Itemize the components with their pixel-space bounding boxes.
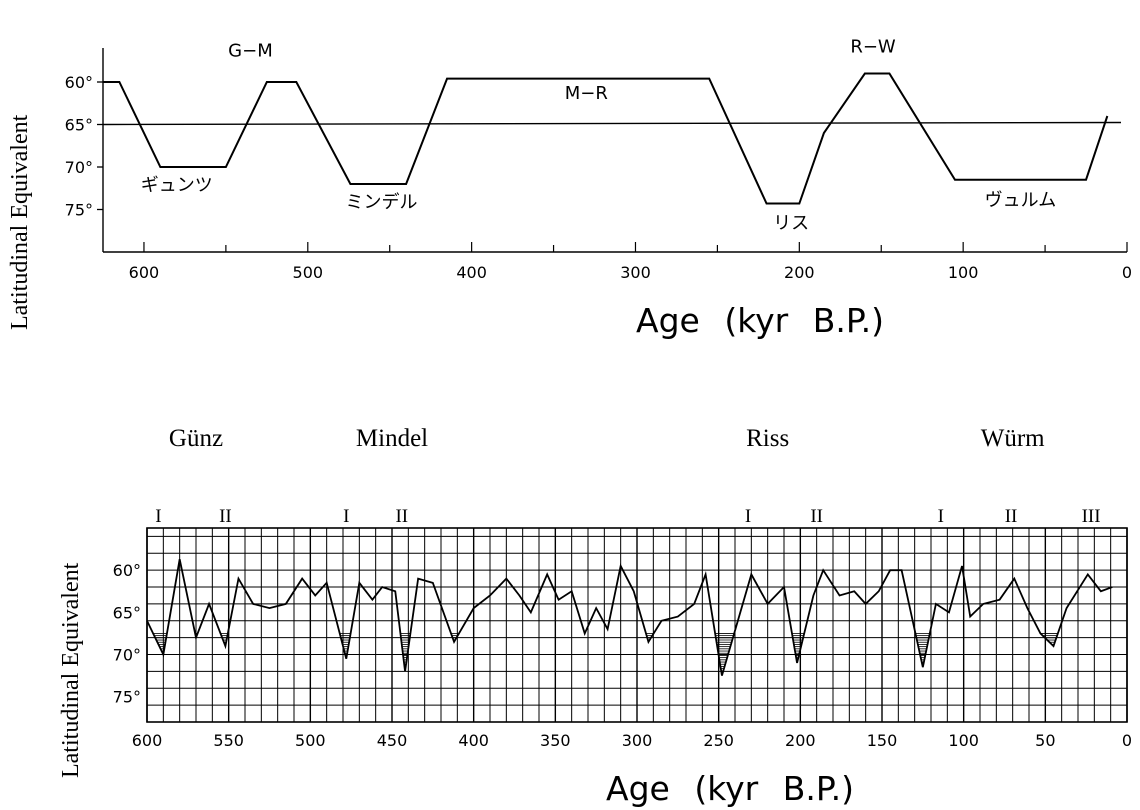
bottom-x-tick-label: 50 — [1035, 731, 1055, 750]
top-annotation: R−W — [850, 36, 896, 57]
bottom-x-tick-label: 100 — [948, 731, 979, 750]
bottom-x-tick-label: 450 — [377, 731, 408, 750]
top-x-axis-label: Age (kyr B.P.) — [636, 301, 884, 340]
top-annotation: G−M — [228, 41, 273, 62]
top-chart: 60° 65° 70° 75° 600 500 400 300 200 100 0 G−M M−R R−W… — [65, 36, 1132, 282]
bottom-x-tick-label: 300 — [622, 731, 653, 750]
bottom-x-tick-label: 350 — [540, 731, 571, 750]
top-annotation: ミンデル — [346, 192, 418, 213]
bottom-chart: 60°65°70°75°600 550 500 450 400 350 300 250 200 1… — [113, 425, 1132, 750]
bottom-y-tick-label: 60° — [113, 561, 141, 580]
top-annotation: ギュンツ — [141, 175, 213, 196]
glacial-substage-label: II — [395, 506, 408, 527]
top-y-tick-label: 75° — [65, 201, 93, 220]
bottom-x-tick-label: 500 — [295, 731, 326, 750]
bottom-plot-frame — [146, 527, 1128, 723]
top-annotation: リス — [773, 213, 809, 234]
glacial-substage-label: I — [155, 506, 161, 527]
glacial-substage-label: III — [1082, 506, 1101, 527]
glacial-stage-label: Riss — [746, 425, 789, 452]
glacial-substage-label: II — [810, 506, 823, 527]
glacial-substage-label: I — [343, 506, 349, 527]
top-x-tick-label: 400 — [456, 263, 487, 282]
bottom-y-axis-label: Latitudinal Equivalent — [58, 562, 84, 778]
glacial-substage-label: I — [938, 506, 944, 527]
glacial-stage-label: Mindel — [356, 425, 428, 452]
top-annotation: M−R — [565, 83, 608, 104]
glacial-stage-label: Günz — [169, 425, 223, 452]
bottom-y-tick-label: 70° — [113, 646, 141, 665]
top-reference-line-65 — [102, 121, 1122, 126]
top-y-axis-label: Latitudinal Equivalent — [7, 114, 33, 330]
top-y-tick-label: 60° — [65, 73, 93, 92]
bottom-x-tick-label: 150 — [867, 731, 898, 750]
top-x-tick-label: 0 — [1122, 263, 1132, 282]
bottom-x-axis-label: Age (kyr B.P.) — [606, 769, 854, 808]
bottom-x-tick-label: 400 — [458, 731, 489, 750]
top-x-tick-label: 100 — [948, 263, 979, 282]
glacial-substage-label: I — [745, 506, 751, 527]
top-x-tick-label: 600 — [129, 263, 160, 282]
glacial-substage-label: II — [219, 506, 232, 527]
top-y-tick-label: 65° — [65, 116, 93, 135]
top-y-tick-label: 70° — [65, 158, 93, 177]
top-x-tick-label: 500 — [293, 263, 324, 282]
glacial-substage-label: II — [1005, 506, 1018, 527]
bottom-y-tick-label: 75° — [113, 688, 141, 707]
top-series-line — [103, 72, 1109, 205]
bottom-x-tick-label: 600 — [132, 731, 163, 750]
bottom-x-tick-label: 0 — [1122, 731, 1132, 750]
top-annotation: ヴュルム — [985, 190, 1057, 211]
bottom-y-tick-label: 65° — [113, 603, 141, 622]
top-x-tick-label: 300 — [620, 263, 651, 282]
bottom-x-tick-label: 550 — [213, 731, 244, 750]
bottom-x-tick-label: 250 — [703, 731, 734, 750]
bottom-x-tick-label: 200 — [785, 731, 816, 750]
top-x-tick-label: 200 — [784, 263, 815, 282]
bottom-series-line — [146, 559, 1113, 676]
glacial-stage-label: Würm — [981, 425, 1045, 452]
